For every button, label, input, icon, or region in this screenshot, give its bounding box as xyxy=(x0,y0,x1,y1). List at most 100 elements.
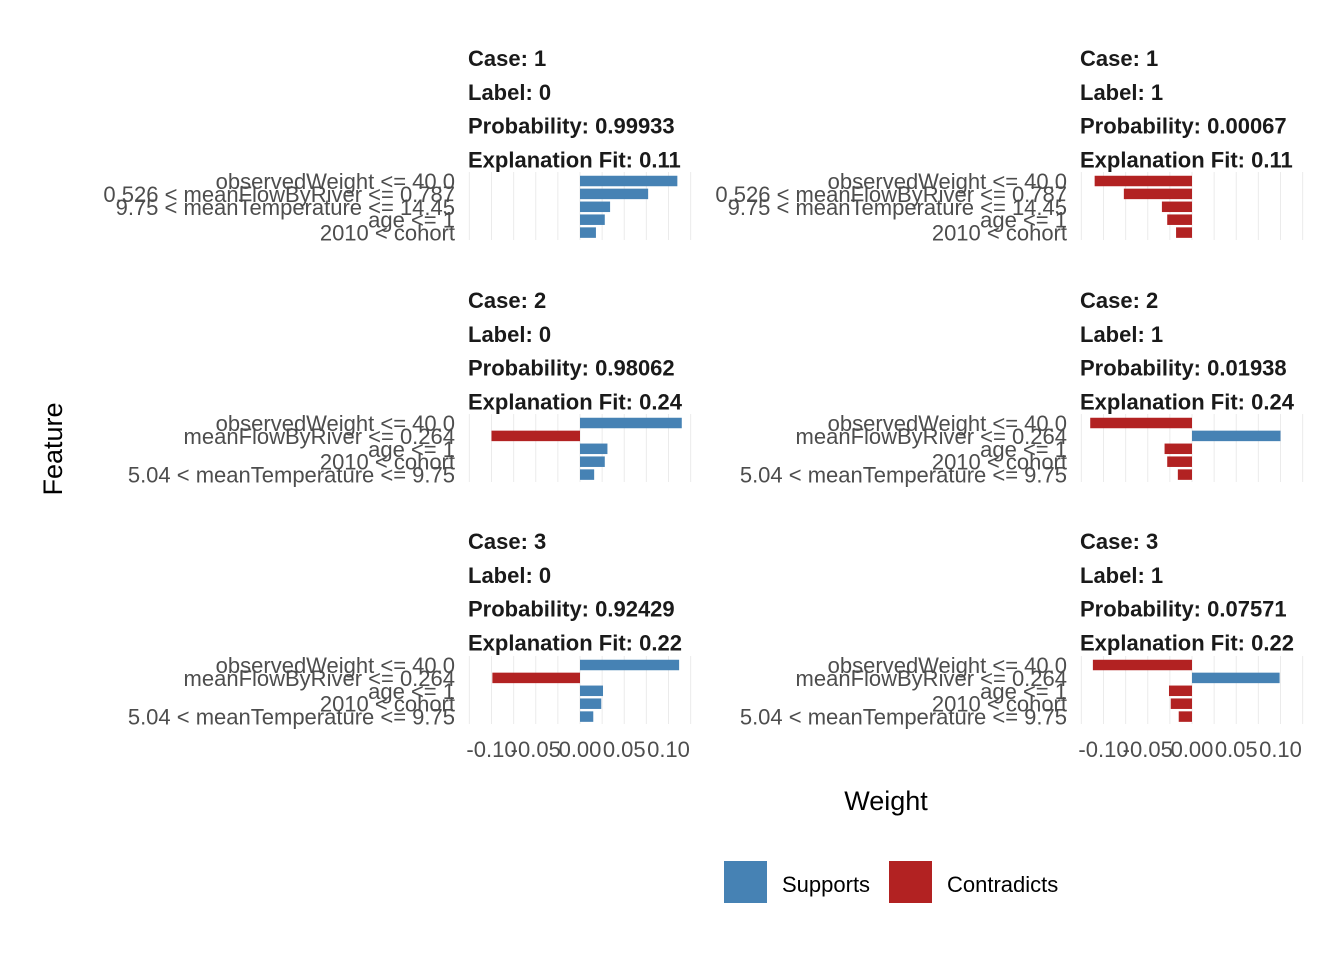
panel-label: Label: 0 xyxy=(468,563,551,588)
feature-label: observedWeight <= 40.0 xyxy=(828,653,1067,678)
bar xyxy=(1167,214,1192,225)
panel-probability: Probability: 0.92429 xyxy=(468,597,675,622)
feature-label: 9.75 < meanTemperature <= 14.45 xyxy=(728,195,1067,220)
panel-header: Case: 1 Label: 1 Probability: 0.00067 Expla… xyxy=(1080,46,1293,172)
panel-probability: Probability: 0.98062 xyxy=(468,356,675,381)
legend-key-contradicts xyxy=(889,861,932,903)
bar xyxy=(1161,201,1192,213)
feature-label: age <= 1 xyxy=(368,679,455,704)
panel-label: Label: 0 xyxy=(468,322,551,347)
x-tick-label: -0.05 xyxy=(511,737,561,762)
feature-label: 5.04 < meanTemperature <= 9.75 xyxy=(740,463,1067,488)
bar xyxy=(1177,469,1192,480)
x-tick-label: 0.00 xyxy=(559,737,602,762)
panel-case: Case: 3 xyxy=(468,529,546,554)
bar xyxy=(580,456,605,467)
feature-label: 9.75 < meanTemperature <= 14.45 xyxy=(116,195,455,220)
feature-label: 2010 < cohort xyxy=(320,450,455,475)
panel-fit: Explanation Fit: 0.11 xyxy=(468,147,681,172)
x-tick-label: 0.05 xyxy=(1215,737,1258,762)
panel-case: Case: 3 xyxy=(1080,529,1158,554)
bar xyxy=(1170,698,1192,709)
bar xyxy=(580,214,605,225)
feature-label: observedWeight <= 40.0 xyxy=(828,169,1067,194)
bar xyxy=(1178,711,1192,722)
panel-2: Case: 1 Label: 1 Probability: 0.00067 Expla… xyxy=(715,46,1304,246)
panel-label: Label: 0 xyxy=(468,80,551,105)
bar xyxy=(580,175,678,187)
panel-fit: Explanation Fit: 0.24 xyxy=(1080,389,1295,414)
panel-1: Case: 1 Label: 0 Probability: 0.99933 Expla… xyxy=(103,46,692,246)
bar xyxy=(1123,188,1192,200)
panel-case: Case: 1 xyxy=(468,46,546,71)
feature-label: 5.04 < meanTemperature <= 9.75 xyxy=(128,705,455,730)
feature-label: age <= 1 xyxy=(980,679,1067,704)
panel-4: Case: 2 Label: 1 Probability: 0.01938 Expla… xyxy=(740,288,1304,488)
panel-label: Label: 1 xyxy=(1080,322,1163,347)
feature-label: 5.04 < meanTemperature <= 9.75 xyxy=(740,705,1067,730)
bar xyxy=(580,469,595,480)
bar xyxy=(492,672,580,684)
panel-fit: Explanation Fit: 0.24 xyxy=(468,389,683,414)
bar xyxy=(580,201,611,213)
legend: Supports Contradicts xyxy=(724,861,1058,903)
x-tick-label: 0.10 xyxy=(1259,737,1302,762)
bar xyxy=(580,659,680,671)
panel-probability: Probability: 0.07571 xyxy=(1080,597,1287,622)
bar xyxy=(580,698,602,709)
x-axis-title: Weight xyxy=(844,786,928,816)
panel-probability: Probability: 0.00067 xyxy=(1080,114,1287,139)
bar xyxy=(1192,672,1280,684)
bar xyxy=(1164,443,1192,455)
bar xyxy=(580,417,682,429)
feature-label: age <= 1 xyxy=(980,208,1067,233)
panel-case: Case: 2 xyxy=(468,288,546,313)
panel-label: Label: 1 xyxy=(1080,563,1163,588)
panel-case: Case: 1 xyxy=(1080,46,1158,71)
y-axis-title: Feature xyxy=(38,402,68,495)
legend-label-supports: Supports xyxy=(782,872,870,897)
feature-label: 5.04 < meanTemperature <= 9.75 xyxy=(128,463,455,488)
feature-label: meanFlowByRiver <= 0.264 xyxy=(184,666,455,691)
bar xyxy=(1094,175,1192,187)
panel-6: Case: 3 Label: 1 Probability: 0.07571 Expla… xyxy=(740,529,1304,762)
panel-case: Case: 2 xyxy=(1080,288,1158,313)
feature-label: age <= 1 xyxy=(368,208,455,233)
bar xyxy=(1168,685,1192,697)
feature-label: 0.526 < meanFlowByRiver <= 0.787 xyxy=(103,182,455,207)
panel-header: Case: 2 Label: 0 Probability: 0.98062 Expla… xyxy=(468,288,683,414)
panel-5: Case: 3 Label: 0 Probability: 0.92429 Expla… xyxy=(128,529,692,762)
feature-label: observedWeight <= 40.0 xyxy=(216,653,455,678)
bar xyxy=(580,188,649,200)
feature-label: meanFlowByRiver <= 0.264 xyxy=(796,666,1067,691)
panel-3: Case: 2 Label: 0 Probability: 0.98062 Expla… xyxy=(128,288,692,488)
panel-fit: Explanation Fit: 0.22 xyxy=(468,630,682,655)
bar xyxy=(580,685,604,697)
feature-label: 2010 < cohort xyxy=(932,692,1067,717)
feature-label: meanFlowByRiver <= 0.264 xyxy=(184,424,455,449)
bar xyxy=(491,430,580,442)
panel-label: Label: 1 xyxy=(1080,80,1163,105)
feature-label: 2010 < cohort xyxy=(320,221,455,246)
bar xyxy=(1092,659,1192,671)
feature-label: age <= 1 xyxy=(980,437,1067,462)
panel-header: Case: 3 Label: 1 Probability: 0.07571 Expla… xyxy=(1080,529,1294,655)
feature-label: observedWeight <= 40.0 xyxy=(828,411,1067,436)
panel-header: Case: 1 Label: 0 Probability: 0.99933 Expla… xyxy=(468,46,681,172)
x-tick-label: -0.10 xyxy=(466,737,516,762)
panel-header: Case: 2 Label: 1 Probability: 0.01938 Expla… xyxy=(1080,288,1295,414)
facet-panels: Case: 1 Label: 0 Probability: 0.99933 Expla… xyxy=(103,46,1304,762)
feature-label: observedWeight <= 40.0 xyxy=(216,411,455,436)
feature-label: observedWeight <= 40.0 xyxy=(216,169,455,194)
x-tick-label: 0.10 xyxy=(647,737,690,762)
feature-label: 2010 < cohort xyxy=(320,692,455,717)
panel-fit: Explanation Fit: 0.11 xyxy=(1080,147,1293,172)
bar xyxy=(580,227,596,238)
legend-label-contradicts: Contradicts xyxy=(947,872,1058,897)
panel-probability: Probability: 0.99933 xyxy=(468,114,675,139)
x-tick-label: 0.05 xyxy=(603,737,646,762)
feature-label: 0.526 < meanFlowByRiver <= 0.787 xyxy=(715,182,1067,207)
legend-key-supports xyxy=(724,861,767,903)
bar xyxy=(1176,227,1192,238)
